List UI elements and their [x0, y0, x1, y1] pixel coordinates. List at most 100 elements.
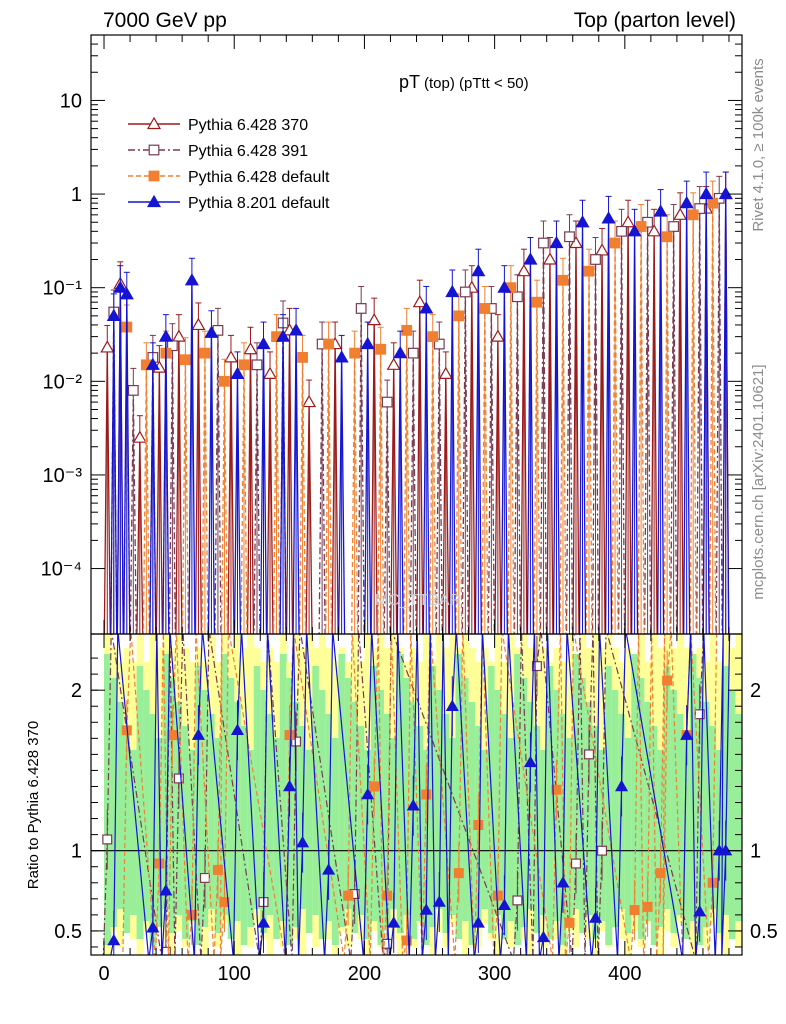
data-point [407, 347, 419, 359]
data-point [132, 430, 147, 443]
data-point [551, 784, 562, 795]
ratio-band-green [449, 738, 457, 915]
data-point [387, 916, 401, 928]
data-point [471, 916, 485, 928]
ratio-band-green [195, 666, 203, 945]
ratio-band-green [670, 690, 678, 933]
data-point [107, 933, 121, 946]
data-point [616, 225, 627, 237]
data-point [635, 221, 647, 232]
plot-title-sub: (top) (pTtt < 50) [424, 75, 529, 92]
data-point [219, 897, 230, 908]
ratio-band-green [136, 666, 144, 939]
data-point [642, 901, 653, 912]
y-tick-label: 10⁻² [43, 371, 83, 393]
data-point [382, 890, 393, 901]
y-tick-label: 10⁻⁴ [41, 559, 82, 581]
data-point [549, 235, 564, 249]
data-point [158, 329, 173, 342]
ratio-band-green [149, 714, 157, 945]
ratio-band-green [644, 702, 652, 921]
ratio-plot-content [91, 634, 742, 955]
data-point [386, 357, 401, 370]
ratio-band-green [331, 738, 339, 945]
data-point [621, 215, 636, 228]
data-point [238, 359, 250, 371]
data-point [212, 864, 223, 875]
data-point [588, 911, 603, 923]
legend: Pythia 6.428 370 Pythia 6.428 391 Pythia 6… [128, 116, 330, 212]
data-point [473, 819, 484, 830]
y-tick-label: 10⁻³ [43, 465, 83, 487]
ratio-band-green [143, 690, 151, 921]
data-point [479, 303, 491, 314]
data-point [433, 338, 445, 350]
ratio-band-green [585, 702, 593, 915]
data-point [512, 291, 523, 303]
data-point [601, 211, 616, 224]
legend-label: Pythia 6.428 370 [188, 117, 308, 134]
ratio-band-green [579, 678, 587, 933]
data-point [523, 755, 537, 768]
data-point [497, 280, 512, 293]
ratio-band-green [722, 666, 730, 915]
data-point [453, 868, 464, 879]
data-point [127, 384, 139, 396]
data-point [471, 263, 486, 277]
data-point [334, 350, 349, 363]
ratio-band-green [273, 738, 281, 939]
data-point [204, 325, 219, 338]
data-point [687, 209, 699, 221]
data-point [653, 204, 668, 217]
ratio-band-green [110, 678, 118, 927]
ratio-band-green [709, 726, 717, 909]
data-point [694, 203, 706, 214]
ratio-band-green [423, 750, 431, 945]
legend-label: Pythia 6.428 391 [188, 143, 308, 160]
ratio-band-green [214, 738, 222, 933]
data-point [492, 890, 503, 901]
data-point [516, 263, 531, 277]
data-point [119, 287, 134, 300]
data-point [438, 366, 453, 379]
axis-ticks [91, 34, 742, 955]
ratio-band-green [650, 726, 658, 945]
data-point [199, 872, 210, 883]
ratio-band-green [123, 726, 131, 933]
data-point [536, 930, 550, 943]
ratio-band-green [735, 714, 742, 921]
data-point [100, 340, 115, 353]
data-point [556, 876, 570, 888]
ratio-band-green [390, 738, 398, 909]
data-point [662, 675, 673, 686]
ratio-band-green [676, 714, 684, 915]
data-point [564, 231, 575, 243]
data-point [609, 237, 621, 249]
data-point [154, 858, 165, 869]
ratio-band-green [305, 750, 313, 933]
ratio-band-green [631, 654, 639, 915]
header-right: Top (parton level) [574, 9, 736, 32]
data-point [375, 343, 387, 355]
ratio-band-green [572, 654, 580, 909]
data-point [191, 317, 206, 331]
y-tick-label: 10 [60, 90, 82, 112]
ratio-band-green [507, 738, 515, 921]
ratio-band-green [130, 750, 138, 915]
ratio-band-green [546, 666, 554, 939]
x-tick-label: 300 [478, 963, 511, 985]
data-point [323, 338, 335, 350]
data-point [575, 215, 590, 228]
data-point [694, 709, 705, 720]
data-point [583, 265, 595, 277]
data-point [412, 294, 427, 308]
ratio-band-green [240, 726, 248, 945]
data-point [145, 357, 160, 370]
ratio-band-green [624, 738, 632, 933]
data-point [230, 723, 245, 736]
ratio-band-green [247, 750, 255, 927]
data-point [629, 905, 640, 916]
ratio-band-green [182, 726, 190, 939]
ratio-band-green [527, 702, 535, 909]
